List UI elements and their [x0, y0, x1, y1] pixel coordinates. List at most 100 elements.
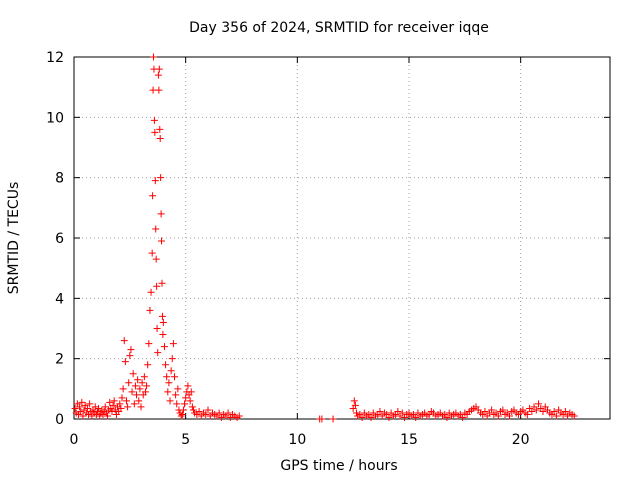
data-point: [168, 355, 176, 363]
data-point: [539, 407, 547, 415]
data-point: [215, 409, 223, 417]
data-point: [137, 403, 145, 411]
data-point: [173, 400, 181, 408]
data-point: [158, 312, 166, 320]
data-point: [120, 337, 128, 345]
data-point: [443, 413, 451, 421]
data-point: [131, 382, 139, 390]
data-point: [160, 343, 168, 351]
y-tick-label: 0: [55, 412, 64, 428]
data-point: [146, 306, 154, 314]
data-point: [101, 403, 109, 411]
data-point: [119, 385, 127, 393]
data-point: [104, 412, 111, 420]
data-point: [110, 397, 118, 405]
data-point: [318, 415, 326, 423]
data-point: [135, 397, 143, 405]
data-point: [499, 406, 507, 414]
data-point: [385, 413, 393, 421]
data-point: [187, 388, 195, 396]
data-point: [157, 210, 165, 218]
data-point: [367, 413, 375, 421]
data-point: [494, 412, 502, 420]
data-point: [153, 325, 161, 332]
data-point: [351, 401, 359, 409]
data-point: [163, 373, 171, 381]
data-point: [151, 128, 159, 136]
data-point: [116, 400, 124, 408]
data-point: [195, 407, 203, 415]
data-point: [329, 415, 337, 423]
x-tick-label: 10: [288, 432, 306, 448]
data-point: [154, 349, 162, 357]
data-point: [353, 409, 361, 417]
x-axis-label: GPS time / hours: [280, 458, 397, 474]
axis-ticks: 0 5 10 15 20 0 2 4 6 8 10 12: [46, 50, 610, 448]
data-point: [481, 407, 489, 415]
data-point: [235, 412, 243, 420]
data-point: [76, 403, 84, 411]
data-point: [204, 406, 212, 414]
data-point: [118, 394, 126, 402]
data-point: [149, 192, 157, 200]
data-point: [169, 340, 177, 348]
data-point: [181, 400, 189, 408]
data-point: [202, 410, 210, 418]
data-point: [154, 71, 162, 79]
data-point: [93, 407, 101, 415]
data-point: [86, 400, 94, 408]
data-point: [350, 397, 358, 405]
data-point: [376, 407, 384, 415]
data-point: [162, 361, 170, 369]
data-point: [189, 406, 197, 414]
data-point: [129, 370, 137, 378]
y-tick-label: 4: [55, 291, 64, 307]
data-point: [147, 288, 155, 296]
data-point: [398, 409, 406, 417]
data-point: [138, 379, 146, 387]
data-point: [159, 318, 167, 326]
y-tick-label: 12: [46, 50, 64, 66]
data-point: [91, 403, 99, 411]
data-point: [124, 403, 132, 411]
data-point: [140, 373, 148, 381]
y-tick-label: 2: [55, 352, 64, 368]
x-tick-label: 15: [400, 432, 418, 448]
data-point: [152, 225, 160, 233]
data-point: [165, 379, 173, 387]
data-point: [145, 340, 153, 348]
data-point: [122, 397, 130, 405]
data-point: [71, 404, 79, 412]
data-point: [144, 361, 152, 369]
data-point: [78, 398, 86, 406]
data-point: [535, 400, 543, 408]
x-tick-label: 20: [512, 432, 530, 448]
data-point: [83, 404, 91, 412]
data-point: [143, 382, 151, 390]
data-point: [412, 413, 420, 421]
data-point: [532, 406, 540, 414]
data-point: [358, 413, 366, 421]
data-point: [561, 407, 569, 415]
data-point: [150, 53, 158, 61]
data-point: [164, 388, 172, 396]
data-point: [96, 412, 104, 420]
data-point: [125, 379, 133, 387]
data-point: [109, 401, 117, 409]
data-point: [506, 412, 513, 420]
data-point: [167, 367, 175, 375]
data-point: [121, 358, 129, 366]
data-point: [550, 407, 558, 415]
data-point: [79, 412, 87, 420]
chart-title: Day 356 of 2024, SRMTID for receiver iqq…: [189, 20, 489, 36]
data-point: [77, 407, 85, 415]
data-point: [153, 282, 161, 290]
data-point: [178, 410, 186, 418]
data-point: [174, 385, 182, 393]
data-point: [133, 391, 141, 399]
data-point: [99, 410, 107, 418]
x-tick-label: 5: [181, 432, 190, 448]
data-point: [459, 413, 467, 421]
y-tick-label: 6: [55, 231, 64, 247]
x-tick-label: 0: [70, 432, 79, 448]
